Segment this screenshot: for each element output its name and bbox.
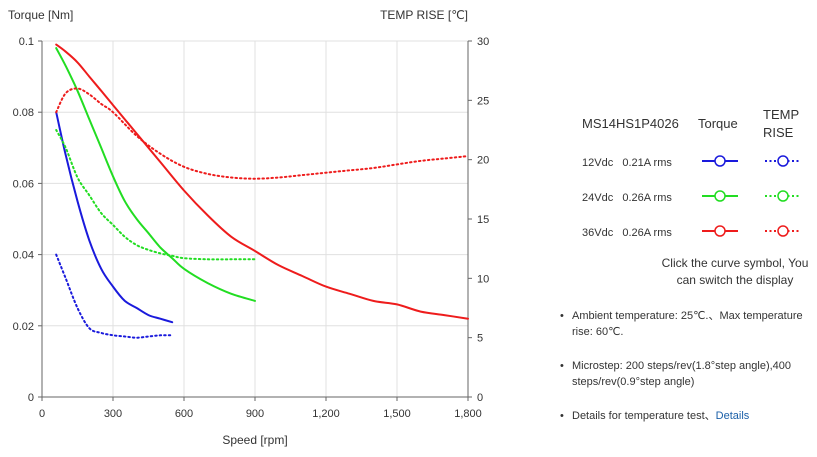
- legend-temp-heading: TEMP RISE: [763, 107, 800, 140]
- y-right-tick-label: 5: [477, 333, 483, 345]
- legend-torque-symbol-36vdc[interactable]: [700, 223, 740, 239]
- series-line-24vdc-torque: [55, 47, 256, 302]
- x-tick-label: 1,800: [454, 408, 482, 420]
- x-tick-label: 1,500: [383, 408, 411, 420]
- y-left-tick-label: 0.08: [13, 107, 34, 119]
- chart-series: [55, 43, 469, 339]
- y-left-tick-label: 0.1: [19, 36, 34, 48]
- legend-row-24vdc: 24Vdc 0.26A rms: [560, 180, 810, 215]
- bullet: •: [560, 410, 564, 422]
- series-line-36vdc-torque: [55, 43, 469, 320]
- bullet: •: [560, 310, 564, 322]
- legend-label-12vdc: 12Vdc 0.21A rms: [582, 157, 672, 169]
- y-right-tick-label: 10: [477, 273, 489, 285]
- x-tick-label: 900: [246, 408, 264, 420]
- notes-list: • Ambient temperature: 25℃.、Max temperat…: [560, 308, 810, 442]
- note-microstep-text: Microstep: 200 steps/rev(1.8°step angle)…: [572, 360, 792, 388]
- y-axis-right-label: TEMP RISE [℃]: [380, 8, 468, 22]
- legend-symbol-marker: [714, 190, 726, 202]
- torque-speed-chart: 0 300 600 900 1,200 1,500 1,80000.020.040.060.…: [8, 8, 490, 447]
- series-line-12vdc-torque: [55, 111, 174, 324]
- legend-instruction: Click the curve symbol, You can switch t…: [661, 256, 809, 287]
- legend-header: MS14HS1P4026 Torque TEMP RISE: [560, 100, 810, 145]
- chart-tick-labels: 0 300 600 900 1,200 1,500 1,80000.020.040.060.…: [13, 36, 490, 420]
- x-tick-label: 0: [39, 408, 45, 420]
- legend-torque-symbol-24vdc[interactable]: [700, 188, 740, 204]
- legend-temp-symbol-12vdc[interactable]: [763, 153, 803, 169]
- y-right-tick-label: 30: [477, 36, 489, 48]
- legend-temp-symbol-24vdc[interactable]: [763, 188, 803, 204]
- y-left-tick-label: 0.04: [13, 250, 34, 262]
- x-tick-label: 300: [104, 408, 122, 420]
- bullet: •: [560, 360, 564, 372]
- legend-torque-symbol-12vdc[interactable]: [700, 153, 740, 169]
- details-link[interactable]: Details: [715, 410, 750, 422]
- y-right-tick-label: 20: [477, 155, 489, 167]
- y-axis-left-label: Torque [Nm]: [8, 8, 73, 22]
- y-right-tick-label: 25: [477, 95, 489, 107]
- legend-temp-symbol-36vdc[interactable]: [763, 223, 803, 239]
- y-left-tick-label: 0.06: [13, 178, 34, 190]
- note-microstep: • Microstep: 200 steps/rev(1.8°step angl…: [560, 358, 810, 390]
- series-line-24vdc-temp-rise: [55, 129, 256, 261]
- x-axis-label: Speed [rpm]: [222, 433, 287, 447]
- y-right-tick-label: 0: [477, 392, 483, 404]
- note-details-text: Details for temperature test、: [572, 410, 716, 422]
- legend-symbol-marker: [777, 155, 789, 167]
- note-ambient: • Ambient temperature: 25℃.、Max temperat…: [560, 308, 810, 340]
- legend-symbol-marker: [777, 225, 789, 237]
- x-tick-label: 1,200: [312, 408, 340, 420]
- legend-symbol-marker: [714, 225, 726, 237]
- chart-legend: MS14HS1P4026 Torque TEMP RISE 12Vdc 0.21…: [560, 100, 810, 287]
- legend-model-name: MS14HS1P4026: [582, 116, 679, 131]
- chart-grid: [41, 40, 469, 398]
- legend-torque-heading: Torque: [698, 116, 738, 131]
- legend-symbol-marker: [777, 190, 789, 202]
- note-details: • Details for temperature test、Details: [560, 408, 810, 424]
- y-right-tick-label: 15: [477, 214, 489, 226]
- legend-label-24vdc: 24Vdc 0.26A rms: [582, 192, 672, 204]
- legend-symbol-marker: [714, 155, 726, 167]
- y-left-tick-label: 0.02: [13, 321, 34, 333]
- note-ambient-text: Ambient temperature: 25℃.、Max temperatur…: [572, 310, 803, 338]
- x-tick-label: 600: [175, 408, 193, 420]
- legend-row-36vdc: 36Vdc 0.26A rms: [560, 215, 810, 250]
- chart-axes: [38, 40, 472, 401]
- legend-label-36vdc: 36Vdc 0.26A rms: [582, 227, 672, 239]
- series-line-12vdc-temp-rise: [55, 253, 174, 339]
- legend-row-12vdc: 12Vdc 0.21A rms: [560, 145, 810, 180]
- series-line-36vdc-temp-rise: [55, 87, 469, 180]
- y-left-tick-label: 0: [28, 392, 34, 404]
